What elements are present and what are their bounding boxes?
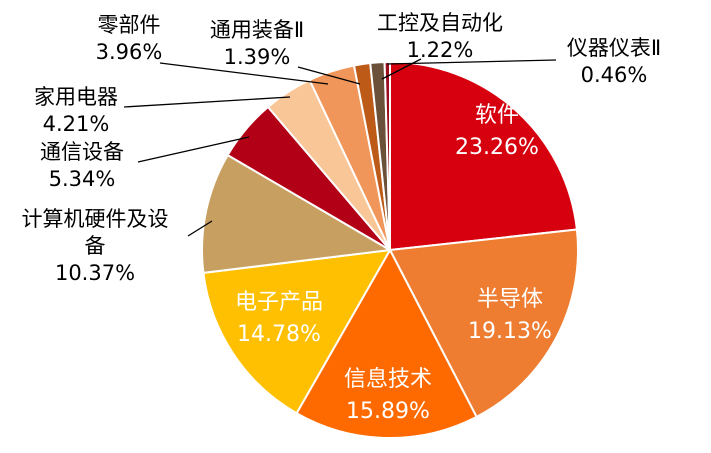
slice-label-home-appliances: 家用电器 4.21%: [34, 85, 118, 136]
slice-label-information-technology: 信息技术 15.89%: [344, 367, 432, 424]
leader-line-computer-hardware-equipment: [187, 220, 213, 237]
slice-label-telecom-equipment: 通信设备 5.34%: [40, 140, 124, 191]
slice-label-industrial-control-automation: 工控及自动化 1.22%: [377, 11, 503, 62]
leader-line-home-appliances: [123, 96, 291, 108]
pie-slice-computer-hardware-equipment: [200, 154, 391, 274]
slice-label-instruments-ii: 仪器仪表Ⅱ 0.46%: [567, 36, 661, 87]
slice-label-software: 软件 23.26%: [455, 103, 539, 160]
leader-line-telecom-equipment: [137, 136, 250, 163]
pie-slice-information-technology: [295, 249, 478, 440]
leader-line-general-equipment-ii: [297, 66, 361, 85]
leader-line-instruments-ii: [386, 59, 557, 65]
slice-label-computer-hardware-equipment: 计算机硬件及设备 10.37%: [22, 207, 169, 285]
pie-slice-software: [389, 61, 578, 251]
slice-label-general-equipment-ii: 通用装备Ⅱ 1.39%: [210, 18, 304, 69]
pie-slice-semiconductor: [389, 228, 580, 418]
leader-line-industrial-control-automation: [381, 58, 422, 80]
slice-label-electronic-products: 电子产品 14.78%: [235, 290, 323, 347]
slice-label-semiconductor: 半导体 19.13%: [468, 287, 552, 344]
leader-line-components: [159, 62, 329, 85]
pie-slice-electronic-products: [202, 249, 391, 415]
slice-label-components: 零部件 3.96%: [96, 13, 163, 64]
pie-slice-instruments-ii: [383, 61, 391, 251]
